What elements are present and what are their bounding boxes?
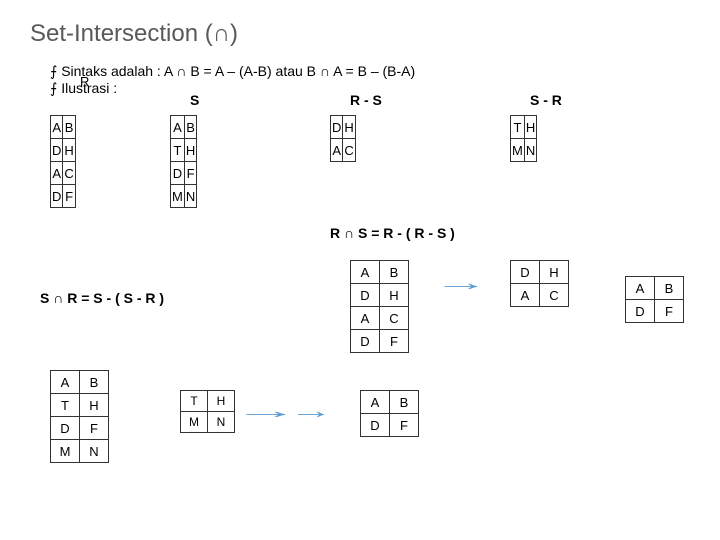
table-r-minus-s: DH AC — [330, 115, 356, 162]
table-sr-full: AB DH AC DF — [350, 260, 409, 353]
label-sr: S - R — [530, 92, 562, 108]
table-sr2: TH MN — [180, 390, 235, 433]
label-rs: R - S — [350, 92, 382, 108]
table-res1a: DH AC — [510, 260, 569, 307]
eqn-sr: S ∩ R = S - ( S - R ) — [40, 290, 164, 306]
arrow-icon-3: → — [289, 398, 333, 424]
table-s-minus-r: TH MN — [510, 115, 537, 162]
r-overlap: R — [80, 74, 89, 89]
table-res1b: AB DF — [625, 276, 684, 323]
table-s2: AB TH DF MN — [50, 370, 109, 463]
slide-title: Set-Intersection (∩) — [30, 20, 690, 48]
table-r: AB DH AC DF — [50, 115, 76, 208]
arrow-icon-2: → — [434, 270, 489, 296]
label-s: S — [190, 92, 199, 108]
table-res2a: AB DF — [360, 390, 419, 437]
table-s: AB TH DF MN — [170, 115, 197, 208]
eqn-rs: R ∩ S = R - ( R - S ) — [330, 225, 455, 241]
syntax-line: ⨍ Sintaks adalah : A ∩ B = A – (A-B) ata… — [50, 63, 690, 80]
syntax-text: Sintaks adalah : A ∩ B = A – (A-B) atau … — [61, 63, 415, 79]
